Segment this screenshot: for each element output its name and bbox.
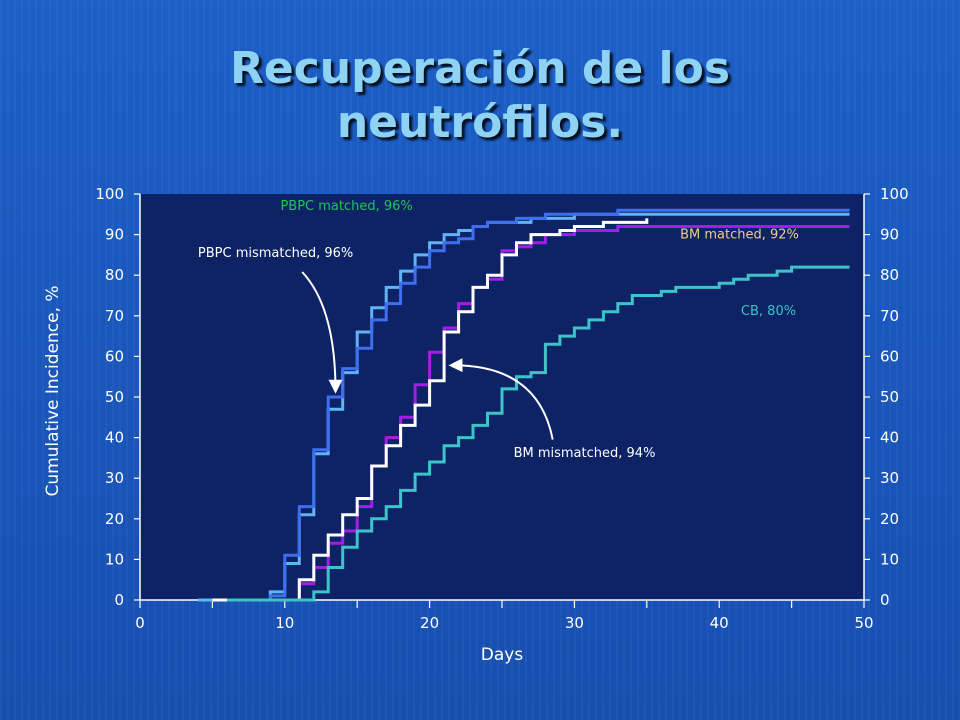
- y-tick-label-right: 80: [880, 266, 899, 284]
- y-tick-label-right: 70: [880, 307, 899, 325]
- y-tick-label-left: 10: [105, 550, 124, 568]
- slide-title-line-2: neutrófilos.: [336, 97, 624, 148]
- y-tick-label-left: 90: [105, 226, 124, 244]
- slide-title: Recuperación de los neutrófilos.: [0, 42, 960, 150]
- y-tick-label-right: 50: [880, 388, 899, 406]
- y-tick-label-right: 10: [880, 550, 899, 568]
- annotations: PBPC matched, 96% PBPC mismatched, 96% BM …: [198, 199, 799, 461]
- x-tick-label: 0: [135, 614, 145, 632]
- y-tick-label-left: 100: [95, 185, 124, 203]
- annotation-label: PBPC matched, 96%: [280, 199, 412, 214]
- series-line-bm-matched: [226, 225, 850, 602]
- annotation-label: PBPC mismatched, 96%: [198, 246, 353, 261]
- y-tick-label-right: 90: [880, 226, 899, 244]
- pbpc-mismatched-arrow: [301, 271, 343, 394]
- series-line-bm-mismatched: [212, 218, 649, 602]
- x-tick-label: 50: [854, 614, 873, 632]
- y-tick-label-left: 80: [105, 266, 124, 284]
- series-line-pbpc-mismatched: [212, 208, 850, 602]
- y-tick-label-left: 30: [105, 469, 124, 487]
- series-lines: [197, 208, 850, 602]
- annotation-label: BM matched, 92%: [680, 228, 799, 243]
- x-axis-title: Days: [481, 645, 524, 665]
- x-tick-label: 10: [275, 614, 294, 632]
- y-tick-label-left: 20: [105, 510, 124, 528]
- y-tick-label-left: 60: [105, 347, 124, 365]
- y-tick-label-right: 100: [880, 185, 909, 203]
- x-tick-label: 20: [420, 614, 439, 632]
- annotation-label: CB, 80%: [741, 304, 796, 319]
- series-line-cb: [226, 265, 850, 602]
- y-tick-label-right: 30: [880, 469, 899, 487]
- x-tick-label: 30: [565, 614, 584, 632]
- y-tick-label-right: 40: [880, 429, 899, 447]
- y-tick-label-left: 50: [105, 388, 124, 406]
- bm-mismatched-arrow: [448, 358, 554, 440]
- y-tick-label-right: 0: [880, 591, 890, 609]
- y-tick-label-left: 40: [105, 429, 124, 447]
- x-tick-label: 40: [710, 614, 729, 632]
- y-tick-label-right: 60: [880, 347, 899, 365]
- annotation-label: BM mismatched, 94%: [514, 446, 656, 461]
- y-tick-label-left: 70: [105, 307, 124, 325]
- y-tick-label-right: 20: [880, 510, 899, 528]
- slide-title-line-1: Recuperación de los: [229, 43, 731, 94]
- y-axis-title: Cumulative Incidence, %: [43, 285, 63, 496]
- y-tick-label-left: 0: [114, 591, 124, 609]
